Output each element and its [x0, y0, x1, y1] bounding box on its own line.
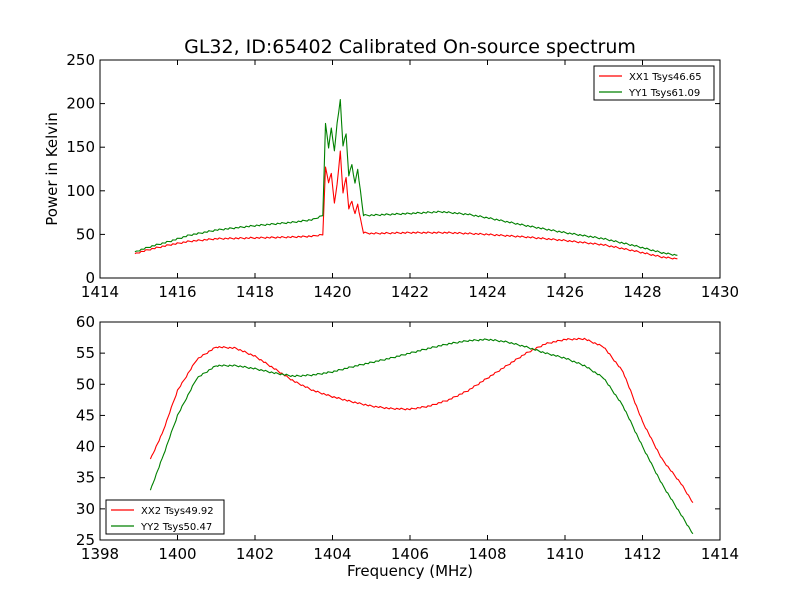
x-tick-label: 1414 [81, 283, 119, 301]
legend-box [593, 65, 715, 101]
legend-box [105, 499, 225, 535]
x-tick-label: 1406 [391, 545, 429, 563]
y-tick-label: 55 [76, 344, 95, 362]
x-tick-label: 1420 [313, 283, 351, 301]
y-tick-label: 60 [76, 313, 95, 331]
x-tick-label: 1416 [158, 283, 196, 301]
y-tick-label: 45 [76, 406, 95, 424]
x-tick-label: 1426 [546, 283, 584, 301]
y-tick-label: 35 [76, 469, 95, 487]
x-tick-label: 1414 [701, 545, 739, 563]
y-tick-label: 250 [66, 51, 95, 69]
x-tick-label: 1400 [158, 545, 196, 563]
series-line-2 [134, 99, 678, 256]
y-tick-label: 40 [76, 438, 95, 456]
series-line-1 [134, 150, 678, 260]
y-tick-label: 0 [85, 269, 95, 287]
x-tick-label: 1412 [623, 545, 661, 563]
x-tick-label: 1430 [701, 283, 739, 301]
y-tick-label: 25 [76, 531, 95, 549]
x-tick-label: 1402 [236, 545, 274, 563]
y-tick-label: 100 [66, 182, 95, 200]
y-tick-label: 150 [66, 138, 95, 156]
bottom-panel: 1398 1400 1402 1404 1406 1408 1410 1412 1414 25 30… [76, 313, 739, 563]
legend-label-1: XX2 Tsys49.92 [141, 506, 214, 517]
top-y-axis-label: Power in Kelvin [43, 112, 61, 226]
x-tick-label: 1410 [546, 545, 584, 563]
y-tick-label: 30 [76, 500, 95, 518]
y-tick-label: 50 [76, 225, 95, 243]
x-tick-label: 1422 [391, 283, 429, 301]
legend-label-1: XX1 Tsys46.65 [629, 72, 702, 83]
legend: XX2 Tsys49.92 YY2 Tsys50.47 [105, 499, 225, 535]
legend: XX1 Tsys46.65 YY1 Tsys61.09 [593, 65, 715, 101]
x-tick-label: 1418 [236, 283, 274, 301]
legend-label-2: YY1 Tsys61.09 [628, 88, 700, 99]
x-tick-label: 1424 [468, 283, 506, 301]
series-line-2 [149, 338, 694, 535]
chart-title: GL32, ID:65402 Calibrated On-source spec… [184, 36, 636, 58]
x-tick-label: 1404 [313, 545, 351, 563]
x-tick-label: 1408 [468, 545, 506, 563]
legend-label-2: YY2 Tsys50.47 [140, 522, 212, 533]
top-panel: 1414 1416 1418 1420 1422 1424 1426 1428 1430 0 50 1… [66, 51, 739, 301]
y-tick-label: 50 [76, 375, 95, 393]
x-tick-label: 1398 [81, 545, 119, 563]
x-tick-label: 1428 [623, 283, 661, 301]
series-line-1 [149, 337, 694, 503]
bottom-x-axis-label: Frequency (MHz) [347, 562, 473, 580]
y-tick-label: 200 [66, 95, 95, 113]
